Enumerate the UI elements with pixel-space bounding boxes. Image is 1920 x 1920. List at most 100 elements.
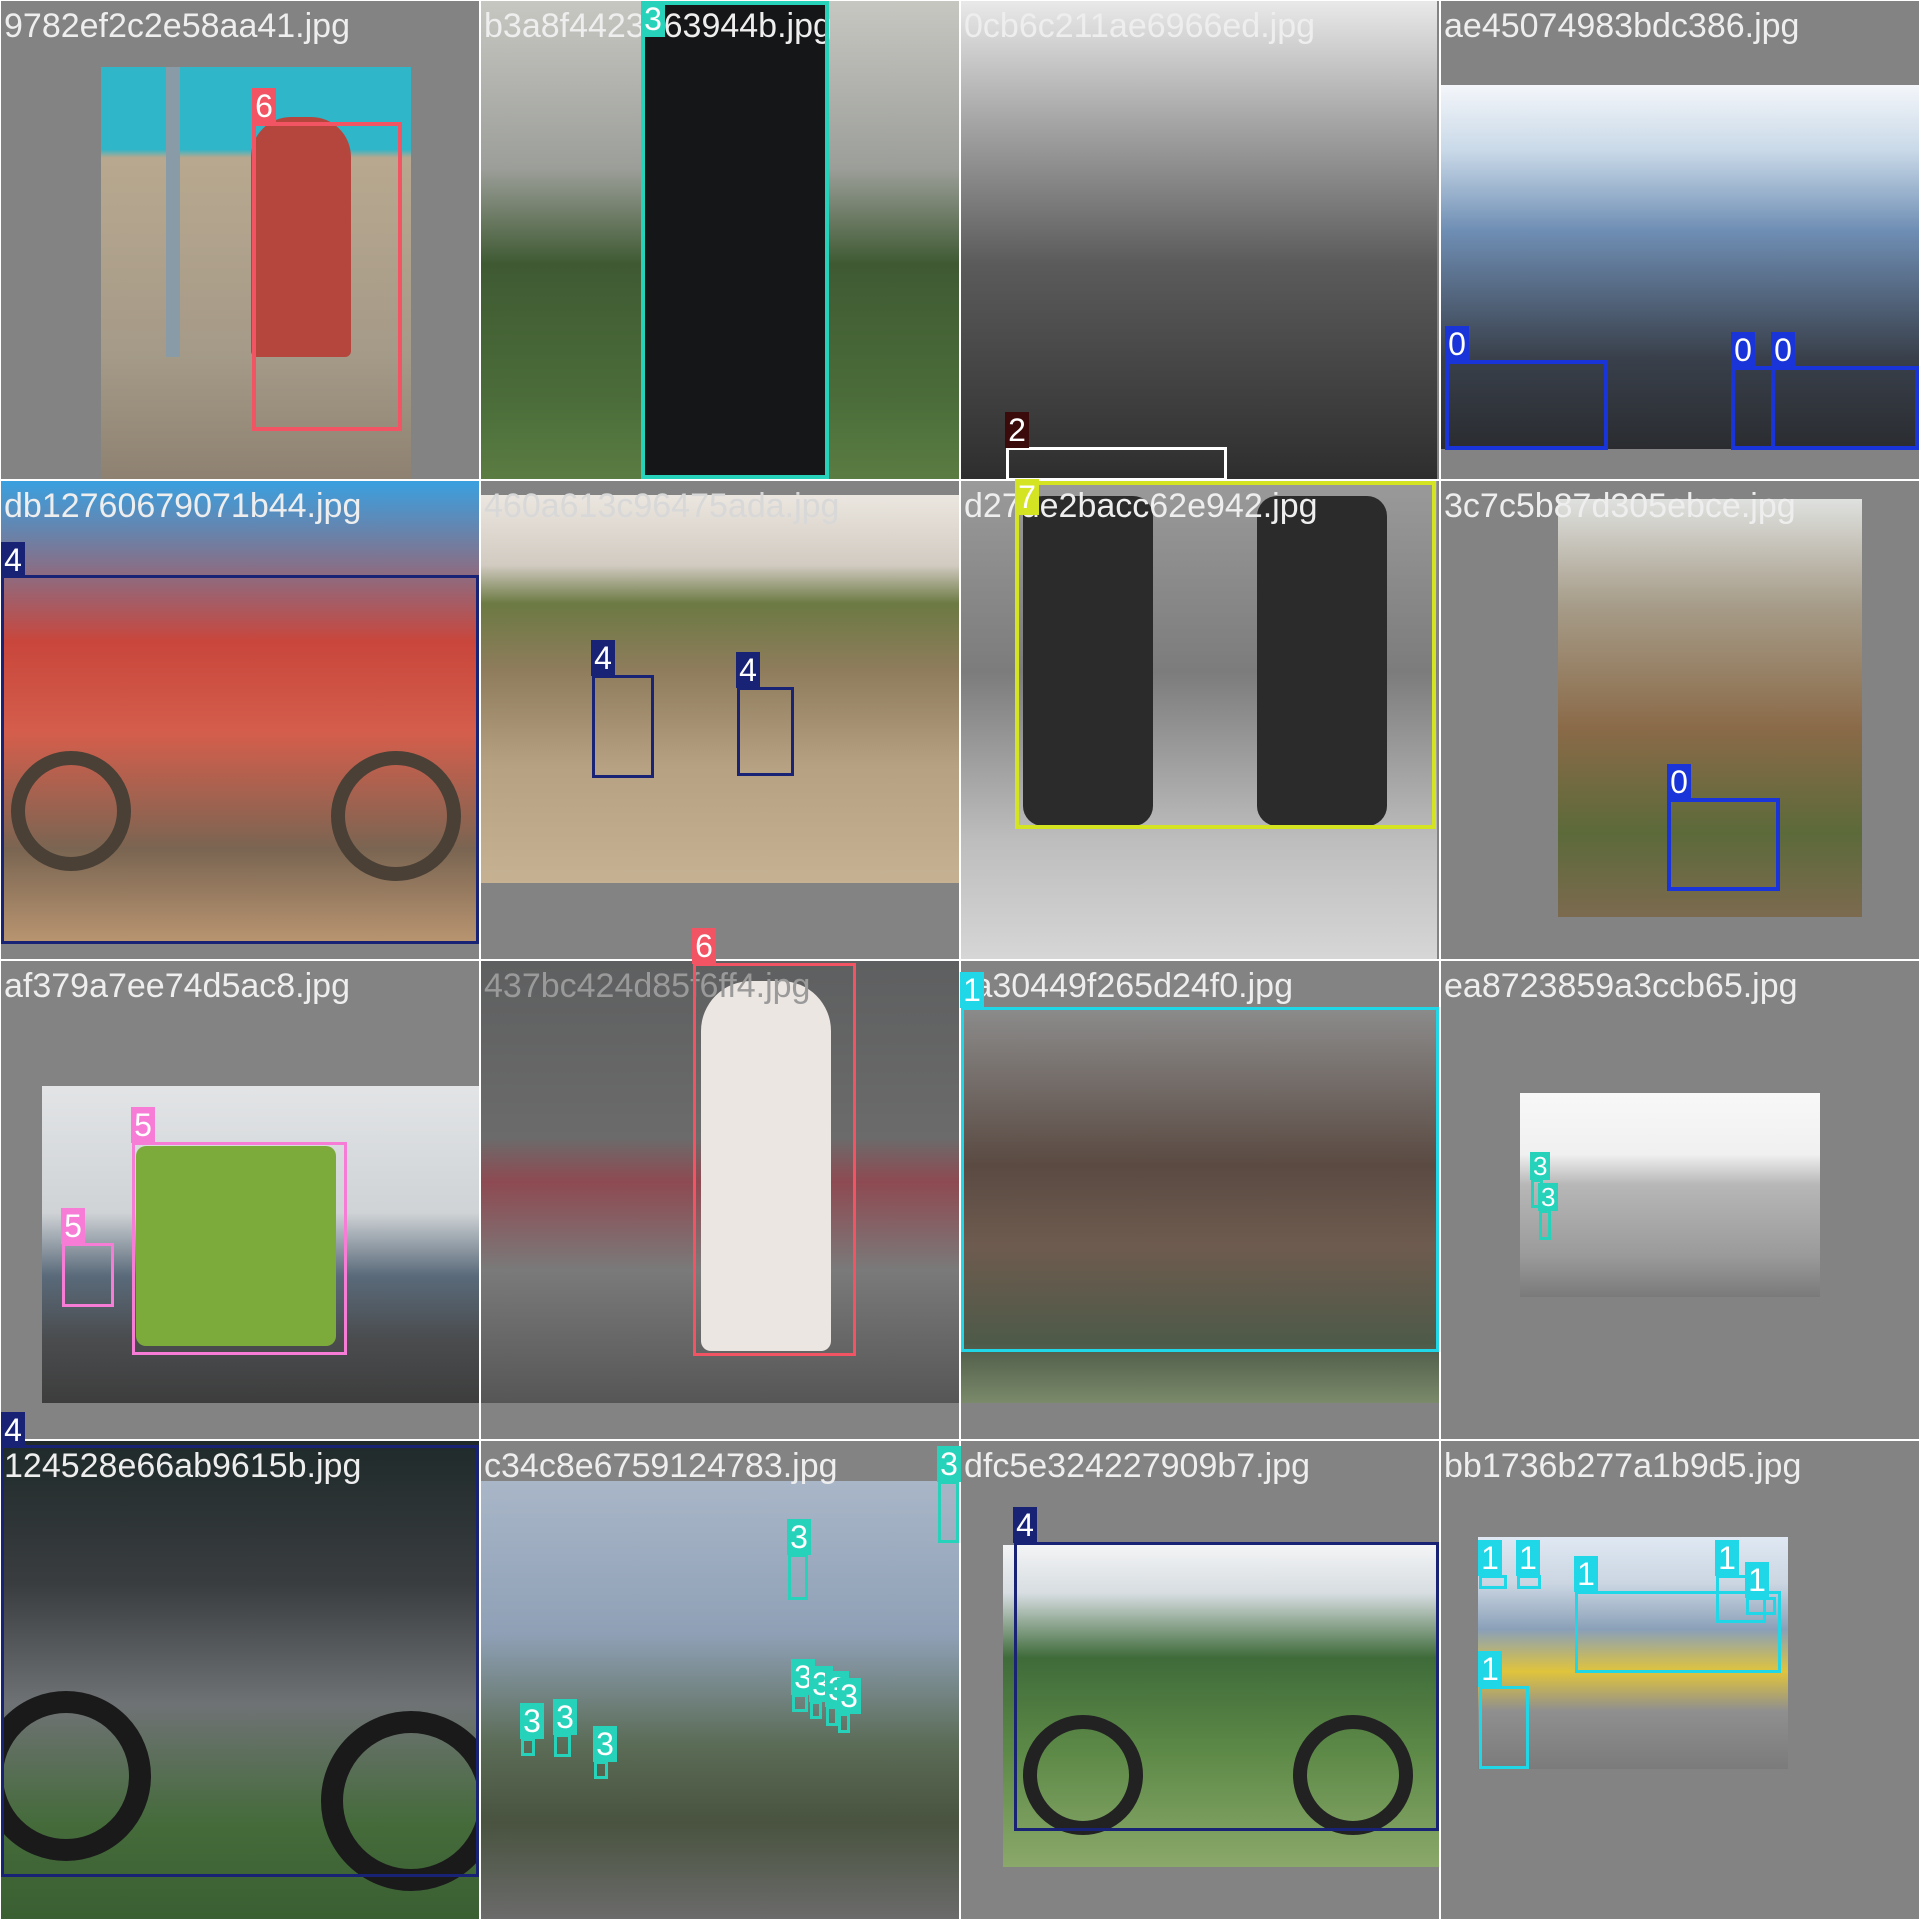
- bbox-traffic-light: 3: [1538, 1183, 1559, 1240]
- class-tag: 1: [1745, 1562, 1769, 1598]
- class-tag: 3: [593, 1726, 617, 1762]
- filename-label: ea8723859a3ccb65.jpg: [1444, 967, 1798, 1005]
- class-tag: 4: [736, 652, 760, 688]
- class-tag: 6: [252, 88, 276, 124]
- bbox-object: 2: [1005, 412, 1227, 481]
- class-tag: 0: [1445, 326, 1469, 362]
- class-tag: 4: [591, 640, 615, 676]
- tile-1: b3a8f4423763944b.jpg 3: [481, 1, 959, 479]
- bbox-motorcycle: 4: [1, 542, 479, 944]
- bbox-traffic-light: 3: [520, 1703, 544, 1756]
- tile-12: 124528e66ab9615b.jpg 4: [1, 1412, 479, 1919]
- class-tag: 3: [1530, 1152, 1551, 1180]
- class-tag: 5: [61, 1208, 85, 1244]
- bbox-motorcycle: 4: [1, 1412, 479, 1877]
- bbox-car: 1: [1478, 1651, 1529, 1769]
- bbox-parking-meter: 7: [1015, 479, 1436, 829]
- tile-15: bb1736b277a1b9d5.jpg 1 1 1 1 1 1: [1441, 1441, 1919, 1919]
- bbox-traffic-light: 3: [641, 1, 829, 479]
- bbox-motorcycle: 4: [736, 652, 794, 776]
- bbox-bus: 5: [131, 1107, 347, 1355]
- bbox-bicycle: 0: [1445, 326, 1608, 450]
- bbox-traffic-light: 3: [787, 1519, 811, 1600]
- class-tag: 6: [692, 928, 716, 964]
- class-tag: 3: [553, 1699, 577, 1735]
- bbox-hydrant: 6: [692, 928, 856, 1356]
- bbox-traffic-light: 3: [593, 1726, 617, 1779]
- photo-motorcycle-red: [1, 481, 479, 941]
- class-tag: 3: [787, 1519, 811, 1555]
- class-tag: 2: [1005, 412, 1029, 448]
- tile-11: ea8723859a3ccb65.jpg 3 3: [1441, 961, 1919, 1439]
- tile-14: dfc5e324227909b7.jpg 4: [961, 1441, 1439, 1919]
- tile-3: ae45074983bdc386.jpg 0 0 0: [1441, 1, 1919, 479]
- photo-buses: [42, 1086, 479, 1403]
- bbox-motorcycle: 4: [1013, 1507, 1439, 1831]
- tile-6: d27de2bacc62e942.jpg 7: [961, 479, 1439, 959]
- photo-mountain-biker: [1558, 499, 1862, 917]
- bbox-car: 1: [1516, 1540, 1541, 1589]
- class-tag: 3: [937, 1446, 961, 1482]
- photo-hydrant-white: [481, 961, 959, 1403]
- tile-2: 0cb6c211ae6966ed.jpg 2: [961, 1, 1439, 481]
- bbox-traffic-light: 3: [809, 1666, 833, 1719]
- bbox-hydrant: 6: [252, 88, 402, 431]
- tile-4: db12760679071b44.jpg 4: [1, 481, 479, 959]
- bbox-car: 1: [960, 972, 1439, 1352]
- bbox-car: 1: [1478, 1540, 1507, 1589]
- photo-hydrant-red: [101, 67, 411, 479]
- class-tag: 1: [1516, 1540, 1540, 1576]
- class-tag: 3: [641, 1, 665, 37]
- bbox-car: 1: [1574, 1556, 1781, 1673]
- filename-label: 9782ef2c2e58aa41.jpg: [4, 7, 350, 45]
- class-tag: 0: [1731, 332, 1755, 368]
- photo-motorcycle-maroon: [1003, 1545, 1439, 1867]
- tile-13: c34c8e6759124783.jpg 3 3 3 3 3 3 3 3 3: [481, 1441, 961, 1919]
- class-tag: 5: [131, 1107, 155, 1143]
- class-tag: 4: [1, 1412, 25, 1448]
- class-tag: 1: [1478, 1540, 1502, 1576]
- tile-7: 3c7c5b87d305ebce.jpg 0: [1441, 481, 1919, 959]
- class-tag: 0: [1667, 764, 1691, 800]
- class-tag: 4: [1, 542, 25, 578]
- bbox-bicycle: 0: [1771, 332, 1919, 450]
- bbox-motorcycle: 4: [591, 640, 654, 778]
- photo-field-motorcycles: [481, 495, 959, 883]
- class-tag: 0: [1771, 332, 1795, 368]
- class-tag: 7: [1015, 479, 1039, 515]
- photo-parking-meters: [961, 481, 1437, 959]
- photo-cyclists-group: [1441, 85, 1919, 449]
- tile-8: af379a7ee74d5ac8.jpg 5 5: [1, 961, 479, 1439]
- photo-rusty-car: [961, 1007, 1439, 1403]
- photo-motorcycle-black: [1, 1441, 479, 1919]
- tile-10: fa30449f265d24f0.jpg 1: [960, 961, 1439, 1439]
- filename-label: fa30449f265d24f0.jpg: [964, 967, 1293, 1005]
- bbox-traffic-light: 3: [937, 1446, 961, 1543]
- class-tag: 1: [960, 972, 984, 1008]
- bbox-car: 1: [1745, 1562, 1776, 1615]
- filename-label: c34c8e6759124783.jpg: [484, 1447, 838, 1485]
- bbox-bus: 5: [61, 1208, 114, 1307]
- photo-building: [1520, 1093, 1820, 1297]
- class-tag: 1: [1715, 1540, 1739, 1576]
- class-tag: 3: [837, 1678, 861, 1714]
- filename-label: ae45074983bdc386.jpg: [1444, 7, 1800, 45]
- bbox-traffic-light: 3: [791, 1659, 815, 1712]
- tile-9: 437bc424d85f6ff4.jpg 6: [481, 928, 959, 1439]
- tile-0: 9782ef2c2e58aa41.jpg 6: [1, 1, 479, 479]
- photo-street-stairs: [961, 1, 1437, 479]
- filename-label: bb1736b277a1b9d5.jpg: [1444, 1447, 1802, 1485]
- class-tag: 4: [1013, 1507, 1037, 1543]
- class-tag: 3: [1538, 1183, 1559, 1211]
- class-tag: 1: [1574, 1556, 1598, 1592]
- class-tag: 3: [520, 1703, 544, 1739]
- bbox-traffic-light: 3: [837, 1678, 861, 1733]
- bbox-traffic-light: 3: [553, 1699, 577, 1757]
- filename-label: af379a7ee74d5ac8.jpg: [4, 967, 350, 1005]
- bbox-bicycle: 0: [1667, 764, 1780, 891]
- tile-5: 460a613c96475ada.jpg 4 4: [481, 481, 959, 959]
- filename-label: dfc5e324227909b7.jpg: [964, 1447, 1310, 1485]
- class-tag: 1: [1478, 1651, 1502, 1687]
- photo-traffic-light: [481, 1, 959, 479]
